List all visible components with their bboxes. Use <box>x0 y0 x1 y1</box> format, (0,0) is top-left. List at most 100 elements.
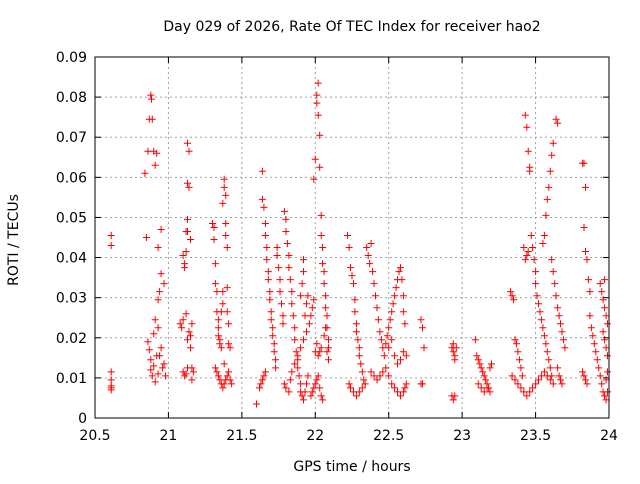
data-point <box>307 392 315 400</box>
data-point <box>314 111 322 119</box>
data-point <box>258 195 266 203</box>
data-point <box>320 332 328 340</box>
data-point <box>267 316 275 324</box>
data-point <box>347 264 354 272</box>
data-point <box>313 376 321 384</box>
data-point <box>395 268 403 276</box>
data-point <box>401 384 409 392</box>
data-point <box>451 392 459 400</box>
data-point <box>555 312 563 320</box>
x-tick-label: 22 <box>306 428 324 444</box>
data-point <box>399 308 407 316</box>
data-point <box>561 344 569 352</box>
data-point <box>292 348 300 356</box>
data-point <box>533 292 541 300</box>
data-point <box>536 308 544 316</box>
data-point <box>148 95 155 103</box>
data-point <box>345 244 353 251</box>
data-point <box>220 183 228 191</box>
data-point <box>355 344 363 352</box>
data-point <box>269 324 277 332</box>
data-point <box>376 372 384 380</box>
data-point <box>162 372 169 380</box>
data-point <box>486 364 494 372</box>
data-point <box>267 308 275 316</box>
data-point <box>344 232 352 239</box>
data-point <box>319 396 327 404</box>
data-point <box>552 292 560 300</box>
data-point <box>141 169 149 177</box>
data-point <box>604 368 611 376</box>
data-point <box>535 300 542 308</box>
data-point <box>358 368 366 376</box>
data-point <box>288 368 296 376</box>
data-point <box>225 368 233 376</box>
data-point <box>216 376 224 384</box>
data-point <box>313 91 321 99</box>
data-point <box>154 296 162 304</box>
data-point <box>325 344 332 352</box>
data-point <box>159 364 167 372</box>
data-point <box>554 304 562 312</box>
data-point <box>383 332 391 340</box>
x-tick-label: 22.5 <box>373 428 404 444</box>
data-point <box>402 352 410 360</box>
data-point <box>142 234 150 241</box>
data-point <box>602 344 610 352</box>
data-point <box>449 396 457 404</box>
data-point <box>579 368 587 376</box>
data-point <box>586 312 594 320</box>
data-point <box>399 348 407 356</box>
data-point <box>182 310 190 318</box>
grid-layer <box>95 57 609 418</box>
data-point <box>317 392 325 400</box>
data-point <box>558 328 566 336</box>
data-point <box>258 167 266 175</box>
data-point <box>488 360 495 368</box>
data-point <box>515 356 523 364</box>
y-tick-label: 0.06 <box>56 170 87 186</box>
data-point <box>601 276 609 284</box>
data-point <box>560 336 567 344</box>
data-point <box>345 380 353 388</box>
data-point <box>188 376 196 384</box>
data-point <box>377 336 385 344</box>
data-point <box>354 336 362 344</box>
data-point <box>583 256 591 264</box>
data-point <box>376 328 384 336</box>
data-point <box>297 380 305 388</box>
data-point <box>552 115 560 123</box>
data-point <box>357 360 365 368</box>
data-point <box>266 296 274 304</box>
data-point <box>352 320 360 328</box>
data-point <box>275 264 283 272</box>
data-point <box>156 288 164 296</box>
data-point <box>182 248 190 255</box>
data-point <box>379 368 387 376</box>
data-point <box>187 344 194 352</box>
data-point <box>264 276 272 284</box>
data-point <box>394 360 401 368</box>
data-point <box>220 380 228 388</box>
data-point <box>322 304 330 312</box>
data-point <box>360 376 368 384</box>
data-point <box>151 316 159 324</box>
data-point <box>386 316 394 324</box>
data-point <box>219 288 227 296</box>
data-point <box>373 376 381 384</box>
data-point <box>147 366 155 374</box>
data-point <box>582 376 589 384</box>
data-point <box>214 332 222 340</box>
data-point <box>289 312 297 320</box>
data-point <box>513 340 520 348</box>
data-point <box>397 392 404 400</box>
data-point <box>598 380 606 388</box>
data-point <box>303 300 310 308</box>
data-point <box>160 360 168 368</box>
data-point <box>148 372 156 380</box>
data-point <box>256 384 263 392</box>
data-point <box>530 256 538 264</box>
data-point <box>276 276 284 284</box>
data-point <box>285 388 293 396</box>
